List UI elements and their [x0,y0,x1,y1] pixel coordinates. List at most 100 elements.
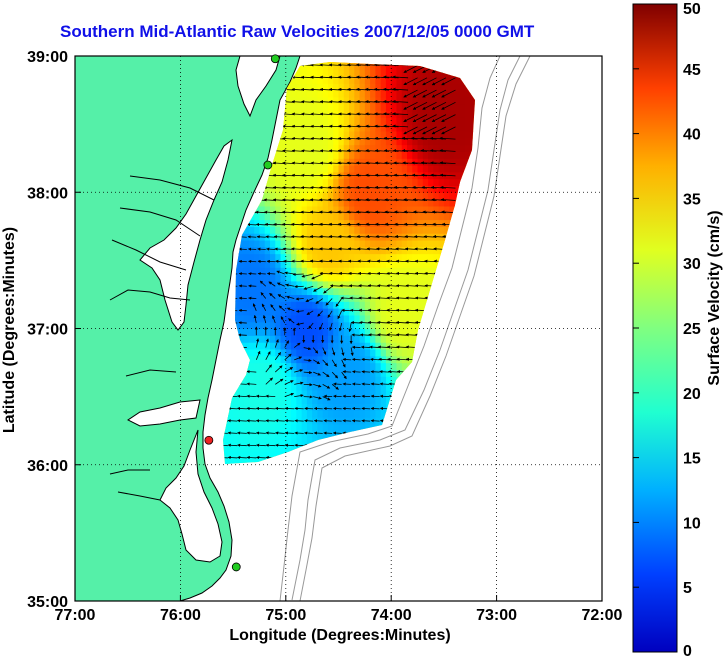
velocity-arrow [441,77,456,86]
velocity-cell [354,403,361,411]
velocity-cell [433,144,440,152]
velocity-arrow [246,431,257,435]
velocity-arrow [360,345,371,349]
velocity-cell [343,178,350,187]
velocity-cell [269,246,276,255]
velocity-cell [291,226,297,234]
velocity-cell [312,267,319,275]
velocity-cell [322,410,329,418]
velocity-cell [269,165,276,173]
velocity-cell [259,362,266,370]
velocity-cell [275,328,282,336]
velocity-cell [364,205,371,214]
velocity-cell [343,389,350,398]
velocity-cell [401,280,408,289]
velocity-cell [322,280,329,289]
velocity-arrow [370,357,380,362]
velocity-cell [385,301,392,309]
velocity-cell [412,239,419,248]
velocity-cell [375,314,382,323]
velocity-cell [454,165,461,173]
velocity-cell [248,437,255,445]
velocity-cell [280,212,287,221]
velocity-cell [327,246,334,255]
velocity-cell [385,151,392,159]
velocity-cell [349,260,355,268]
velocity-cell [438,185,445,193]
velocity-cell [338,124,345,132]
velocity-cell [285,423,292,432]
velocity-cell [391,246,398,255]
velocity-cell [259,314,266,323]
velocity-arrow [333,382,342,386]
velocity-cell [338,267,345,275]
velocity-cell [354,76,361,84]
velocity-cell [401,274,408,282]
velocity-cell [349,178,355,187]
velocity-arrow [333,394,342,398]
velocity-cell [438,219,445,227]
velocity-cell [385,267,392,275]
velocity-cell [291,83,297,91]
velocity-arrow [317,310,323,317]
velocity-cell [354,130,361,139]
velocity-cell [264,205,271,214]
velocity-cell [317,308,324,316]
velocity-cell [443,76,450,84]
velocity-cell [428,130,434,139]
velocity-cell [370,90,376,98]
velocity-cell [269,308,276,316]
velocity-cell [396,151,403,159]
velocity-cell [243,348,250,357]
velocity-cell [343,158,350,166]
velocity-cell [396,90,403,98]
velocity-cell [459,130,466,139]
velocity-arrow [288,318,295,324]
velocity-cell [312,410,319,418]
velocity-cell [354,376,361,384]
velocity-cell [401,90,408,98]
velocity-cell [422,260,429,268]
velocity-arrow [304,406,314,411]
velocity-cell [375,280,382,289]
velocity-arrow [265,351,271,361]
velocity-cell [238,314,245,323]
velocity-cell [396,96,403,105]
velocity-cell [444,42,450,49]
velocity-cell [296,355,303,364]
velocity-cell [301,246,308,255]
chesapeake-bay [139,138,233,331]
velocity-cell [243,239,250,248]
velocity-cell [312,423,319,432]
velocity-cell [470,130,475,139]
velocity-cell [275,314,282,323]
velocity-arrow [313,285,323,292]
velocity-cell [301,369,308,377]
velocity-cell [280,199,287,207]
velocity-cell [343,165,350,173]
velocity-cell [417,274,424,282]
velocity-cell [338,158,345,166]
velocity-cell [264,314,271,323]
velocity-cell [364,287,371,296]
velocity-cell [248,260,255,268]
velocity-cell [264,389,271,398]
velocity-cell [312,165,319,173]
velocity-cell [322,117,329,125]
velocity-cell [412,137,419,146]
velocity-cell [338,369,345,377]
velocity-cell [470,110,475,118]
velocity-cell [280,151,287,159]
velocity-cell [254,335,261,343]
velocity-arrow [422,89,437,98]
velocity-cell [359,287,366,296]
velocity-cell [443,90,450,98]
velocity-cell [296,362,303,370]
velocity-cell [422,76,429,84]
velocity-arrow [342,406,352,411]
velocity-cell [449,90,456,98]
velocity-cell [396,246,403,255]
velocity-cell [433,76,440,84]
velocity-cell [264,328,271,336]
velocity-cell [422,185,429,193]
